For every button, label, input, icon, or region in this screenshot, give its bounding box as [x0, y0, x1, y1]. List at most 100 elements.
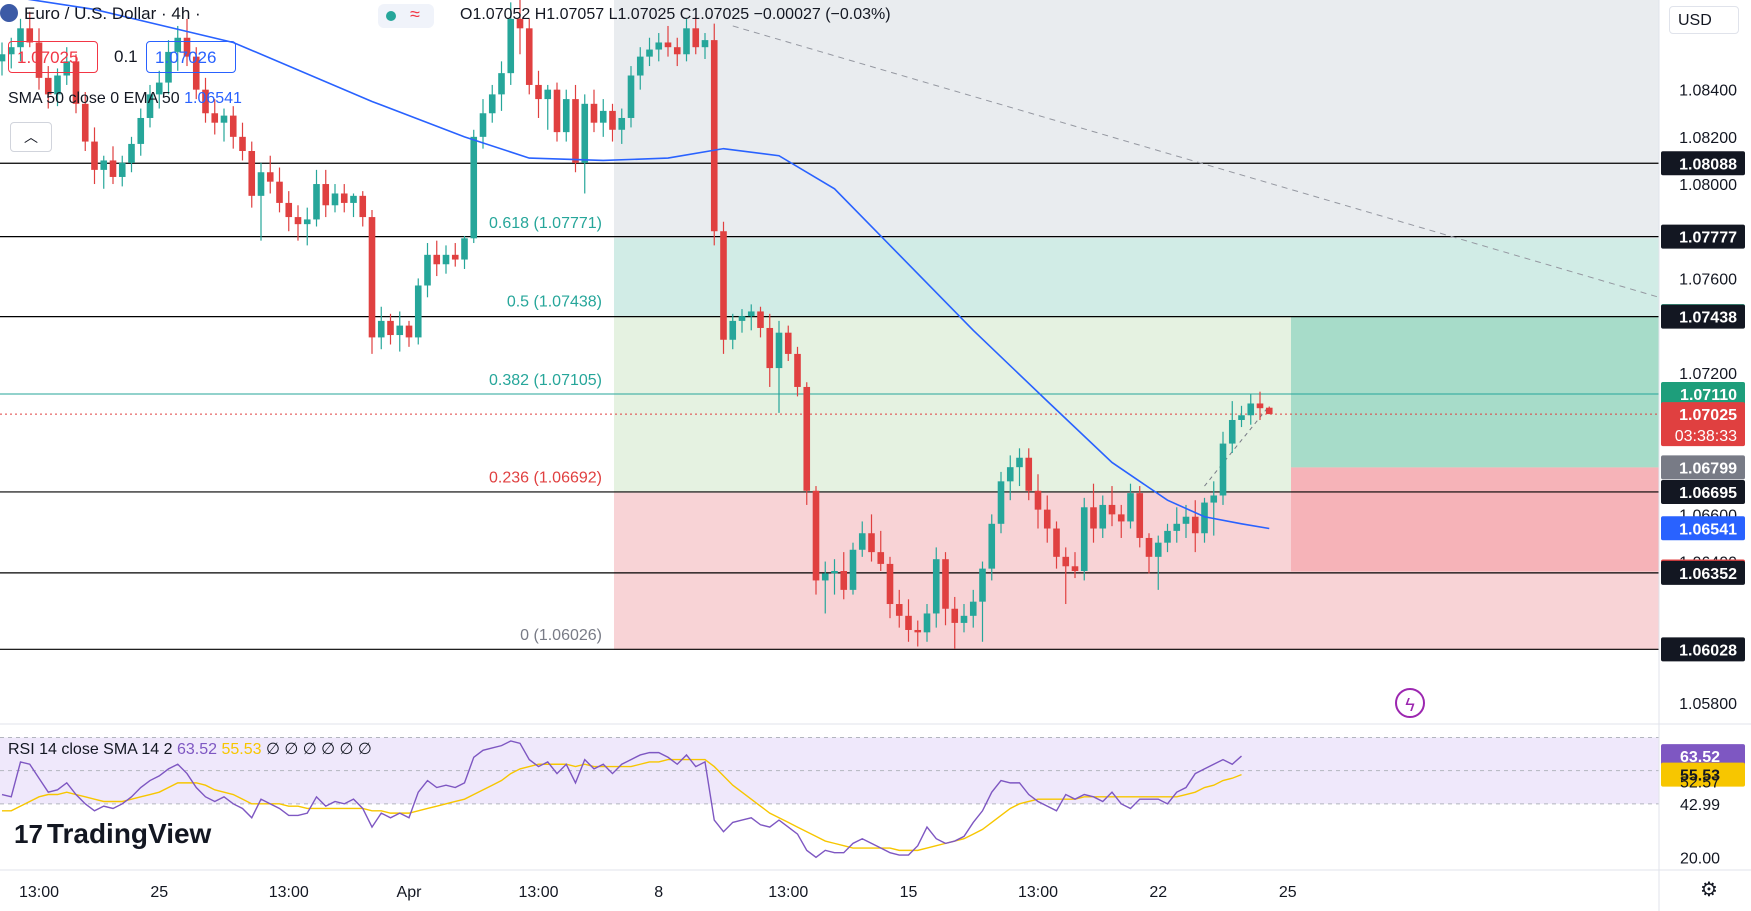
candle-up: [636, 56, 644, 76]
candle-up: [350, 195, 357, 203]
spread-value: 0.1: [114, 47, 138, 66]
rsi-legend[interactable]: RSI 14 close SMA 14 2 63.52 55.53 ∅ ∅ ∅ …: [8, 739, 372, 759]
candle-up: [923, 613, 931, 633]
candle-up: [683, 28, 690, 55]
ema-legend[interactable]: SMA 50 close 0 EMA 50 1.06541: [8, 90, 242, 108]
candle-up: [137, 117, 145, 144]
candle-up: [646, 49, 653, 57]
price-label-text: 1.07438: [1679, 310, 1737, 327]
candle-up: [1219, 443, 1227, 496]
horizontal-lines-layer: [0, 162, 1659, 650]
candle-up: [969, 601, 977, 616]
candle-down: [1145, 537, 1153, 557]
candle-up: [1238, 415, 1245, 420]
candle-up: [562, 99, 570, 133]
candle-up: [0, 54, 6, 62]
rsi-label-text: 63.52: [1680, 749, 1720, 766]
position-target-zone: [1291, 316, 1659, 468]
price-label-text: 1.07025: [1679, 407, 1737, 424]
candle-up: [507, 18, 515, 74]
candle-up: [729, 320, 737, 340]
candle-down: [664, 42, 672, 48]
ema-legend-label: SMA 50 close 0 EMA 50: [8, 90, 180, 107]
candle-up: [581, 103, 589, 163]
candle-up: [155, 82, 163, 95]
candle-down: [44, 77, 52, 95]
candle-down: [692, 28, 700, 48]
candle-down: [572, 99, 579, 163]
candle-up: [488, 94, 496, 114]
candle-up: [1080, 507, 1088, 571]
candle-down: [720, 231, 727, 340]
sell-button[interactable]: 1.07025: [8, 41, 98, 73]
candle-down: [877, 552, 885, 564]
candle-up: [63, 61, 71, 76]
tradingview-logo[interactable]: 17 TradingView: [14, 818, 211, 850]
market-open-icon: [386, 11, 396, 21]
candle-down: [1256, 403, 1264, 409]
projection-line: [1204, 405, 1270, 487]
price-tick-label: 1.07200: [1679, 366, 1737, 383]
price-label-box: [1661, 382, 1745, 407]
candle-down: [276, 181, 283, 203]
candle-down: [294, 217, 302, 225]
price-axis-layer: 1.08400 1.08200 1.08000 1.07600 1.07200 1.066…: [1658, 0, 1751, 911]
market-status[interactable]: ≈: [378, 4, 434, 28]
candle-down: [784, 332, 792, 354]
time-tick-label: Apr: [397, 884, 423, 901]
candle-down: [368, 217, 376, 338]
candle-up: [1228, 419, 1236, 444]
candle-up: [128, 143, 135, 163]
currency-select[interactable]: USD: [1669, 6, 1739, 34]
candle-down: [766, 327, 774, 369]
time-axis-layer: 13:00 25 13:00 Apr 13:00 8 13:00 15 13:00 22 25: [0, 869, 1751, 901]
collapse-legend-button[interactable]: ︿: [10, 122, 52, 152]
rsi-layer: [0, 723, 1751, 859]
symbol-title[interactable]: Euro / U.S. Dollar · 4h ·: [0, 4, 201, 24]
price-tick-label: 1.08000: [1679, 177, 1737, 194]
candle-down: [1043, 509, 1051, 529]
candle-up: [1154, 542, 1162, 557]
time-tick-label: 25: [150, 884, 168, 901]
price-label-box: [1661, 637, 1745, 662]
candle-up: [618, 117, 626, 130]
candle-up: [54, 75, 61, 95]
candle-up: [146, 94, 154, 118]
candle-up: [849, 549, 857, 590]
candle-down: [81, 103, 89, 142]
lightning-icon[interactable]: ϟ: [1395, 688, 1425, 718]
candle-up: [461, 238, 468, 260]
candle-up: [442, 254, 450, 265]
candle-down: [451, 254, 459, 260]
candle-up: [960, 615, 968, 623]
candle-down: [109, 160, 117, 177]
candle-down: [433, 254, 441, 265]
candle-down: [1071, 566, 1079, 571]
buy-button[interactable]: 1.07026: [146, 41, 236, 73]
candle-down: [1025, 457, 1033, 491]
candle-down: [183, 37, 191, 57]
time-tick-label: 22: [1149, 884, 1167, 901]
candle-up: [701, 40, 709, 48]
eur-flag-icon: [0, 4, 18, 22]
candle-up: [498, 73, 505, 95]
candle-down: [590, 103, 598, 123]
candle-down: [1191, 516, 1199, 534]
candle-up: [775, 332, 783, 369]
rsi-legend-label: RSI 14 close SMA 14 2: [8, 741, 173, 758]
rsi-tick-label: 20.00: [1680, 850, 1720, 867]
fib-level-label: 0.5 (1.07438): [507, 294, 602, 311]
candle-down: [211, 113, 219, 123]
position-stop-zone: [1291, 467, 1659, 572]
candle-down: [794, 353, 801, 387]
candle-up: [1127, 493, 1134, 522]
price-label-box: [1661, 304, 1745, 329]
candle-up: [7, 47, 15, 55]
fib-zone-618-500: [614, 238, 1659, 317]
candle-down: [812, 490, 820, 581]
settings-gear-icon[interactable]: ⚙: [1700, 879, 1718, 901]
price-label-box: [1661, 479, 1745, 504]
candle-down: [359, 195, 367, 218]
price-label-box: [1661, 516, 1745, 541]
